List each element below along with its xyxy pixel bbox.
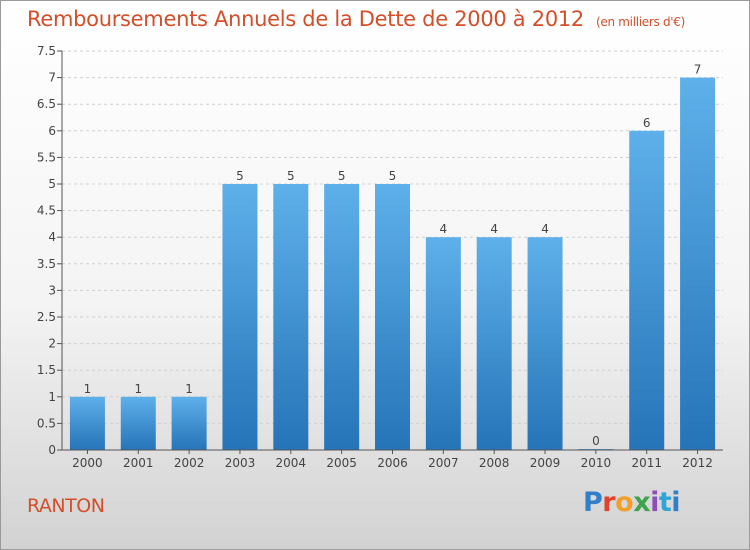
proxiti-logo: Proxiti [583,487,681,518]
y-tick-label: 2.5 [37,310,56,324]
y-tick-label: 7 [48,71,56,85]
data-label: 4 [440,222,448,236]
y-tick-label: 5.5 [37,150,56,164]
logo-letter: o [615,487,634,518]
x-tick-label: 2008 [479,456,510,470]
y-tick-label: 2 [48,337,56,351]
x-tick-label: 2007 [428,456,459,470]
bar-2009 [527,237,563,450]
y-tick-label: 0 [48,443,56,457]
x-tick-label: 2011 [631,456,662,470]
y-tick-label: 1 [48,390,56,404]
bar-2008 [476,237,512,450]
x-tick-label: 2002 [174,456,205,470]
bar-2005 [324,184,360,450]
data-label: 1 [134,382,142,396]
x-tick-label: 2010 [581,456,612,470]
bar-2011 [629,130,665,451]
logo-letter: i [671,487,681,518]
chart-title-text: Remboursements Annuels de la Dette de 20… [27,7,584,31]
y-tick-label: 4 [48,230,56,244]
data-label: 5 [338,169,346,183]
y-tick-label: 3.5 [37,257,56,271]
data-label: 1 [185,382,193,396]
y-tick-label: 5 [48,177,56,191]
y-tick-label: 0.5 [37,416,56,430]
logo-letter: t [658,487,672,518]
y-tick-label: 6.5 [37,97,56,111]
commune-name: RANTON [27,495,105,517]
data-label: 0 [592,434,600,448]
chart-title: Remboursements Annuels de la Dette de 20… [27,7,685,31]
bar-2004 [273,184,309,450]
logo-letter: r [602,487,616,518]
bar-2003 [222,184,258,450]
logo-letter: P [583,487,603,518]
logo-letter: i [650,487,659,518]
bar-2000 [69,396,105,450]
bar-2007 [425,237,461,450]
y-tick-label: 4.5 [37,204,56,218]
y-tick-label: 6 [48,124,56,138]
data-label: 7 [694,63,702,77]
bar-2002 [171,396,207,450]
data-label: 5 [287,169,295,183]
chart-subtitle: (en milliers d'€) [596,15,686,29]
data-label: 5 [236,169,244,183]
logo-letter: x [633,487,651,518]
data-label: 4 [490,222,498,236]
x-tick-label: 2001 [123,456,154,470]
data-label: 1 [84,382,92,396]
x-tick-label: 2003 [225,456,256,470]
x-tick-label: 2009 [530,456,561,470]
x-tick-label: 2005 [326,456,357,470]
data-label: 6 [643,116,651,130]
y-tick-label: 1.5 [37,363,56,377]
x-tick-label: 2004 [276,456,307,470]
bar-2001 [120,396,156,450]
y-tick-label: 7.5 [37,44,56,58]
y-tick-label: 3 [48,283,56,297]
x-tick-label: 2012 [682,456,713,470]
x-tick-label: 2006 [377,456,408,470]
data-label: 5 [389,169,397,183]
data-label: 4 [541,222,549,236]
x-tick-label: 2000 [72,456,103,470]
bar-2006 [375,184,410,450]
bar-2012 [680,77,716,450]
